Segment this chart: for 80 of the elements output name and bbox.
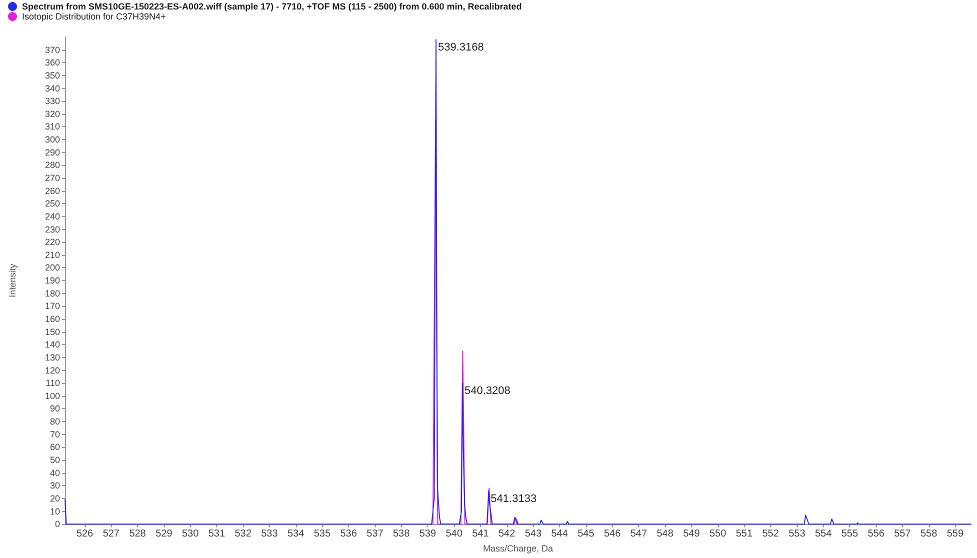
y-tick-label: 110 (46, 378, 60, 388)
y-tick-label: 60 (50, 442, 60, 452)
y-tick-label: 340 (44, 83, 60, 94)
y-tick-label: 320 (44, 108, 60, 119)
y-tick-label: 350 (44, 70, 60, 80)
y-tick-label: 300 (44, 134, 60, 145)
x-tick-label: 545 (578, 528, 595, 540)
x-tick-label: 554 (814, 528, 832, 540)
x-tick-label: 558 (920, 528, 938, 540)
y-tick-label: 150 (44, 326, 60, 337)
x-tick-label: 546 (604, 528, 622, 540)
y-tick-label: 280 (44, 160, 60, 170)
y-tick-label: 30 (50, 480, 60, 491)
y-tick-label: 210 (44, 250, 60, 260)
x-tick-label: 535 (314, 528, 331, 540)
y-tick-label: 240 (44, 211, 60, 222)
y-tick-label: 130 (44, 352, 60, 362)
x-tick-label: 548 (656, 528, 674, 540)
y-tick-label: 160 (44, 314, 60, 324)
x-tick-label: 544 (551, 528, 568, 540)
x-tick-label: 553 (788, 528, 806, 540)
x-tick-label: 557 (894, 528, 912, 540)
y-tick-label: 90 (50, 404, 60, 414)
x-tick-label: 537 (366, 528, 384, 540)
x-tick-label: 526 (76, 528, 94, 540)
y-tick-label: 190 (44, 276, 60, 286)
y-tick-label: 70 (50, 429, 60, 440)
x-tick-label: 556 (868, 528, 885, 540)
x-tick-label: 543 (524, 528, 542, 540)
x-tick-label: 533 (261, 528, 278, 540)
x-axis-title: Mass/Charge, Da (482, 544, 554, 554)
y-tick-label: 370 (44, 44, 60, 55)
y-tick-label: 40 (50, 468, 60, 478)
y-tick-label: 10 (50, 506, 60, 516)
annotation: 541.3133 (490, 492, 537, 505)
annotation: 539.3168 (438, 42, 484, 54)
y-tick-label: 170 (44, 301, 60, 312)
y-tick-label: 50 (50, 455, 60, 466)
x-tick-label: 529 (156, 528, 173, 540)
x-tick-label: 530 (182, 528, 200, 540)
x-tick-label: 538 (392, 528, 410, 540)
legend-label: Isotopic Distribution for C37H39N4+ (22, 12, 166, 22)
y-tick-label: 250 (44, 198, 60, 209)
y-tick-label: 360 (44, 58, 60, 68)
y-tick-label: 180 (44, 288, 60, 298)
y-tick-label: 220 (44, 237, 60, 248)
x-tick-label: 527 (102, 528, 120, 540)
y-tick-label: 230 (44, 224, 60, 234)
y-tick-label: 260 (44, 186, 60, 196)
y-tick-label: 0 (54, 519, 60, 530)
x-tick-label: 541 (472, 528, 490, 540)
x-tick-label: 536 (340, 528, 358, 540)
y-tick-label: 140 (44, 340, 60, 350)
y-axis-title: Intensity (8, 263, 18, 298)
x-tick-label: 531 (208, 528, 226, 540)
y-tick-label: 310 (44, 122, 60, 132)
x-tick-label: 550 (709, 528, 727, 540)
y-tick-label: 330 (44, 96, 60, 106)
x-tick-label: 559 (946, 528, 964, 540)
y-tick-label: 270 (44, 173, 60, 184)
y-tick-label: 200 (44, 262, 60, 273)
legend-label: Spectrum from SMS10GE-150223-ES-A002.wiff (sample 17) - 7710, +TOF MS (115 - 2500) from 0.600 min, Recalibrated (22, 2, 522, 12)
x-tick-label: 551 (736, 528, 753, 540)
line-series (64, 39, 972, 525)
x-tick-label: 528 (129, 528, 146, 540)
y-tick-label: 20 (50, 493, 60, 504)
annotation: 540.3208 (464, 385, 510, 398)
y-tick-label: 290 (44, 147, 60, 158)
x-tick-label: 532 (234, 528, 252, 540)
y-tick-label: 120 (44, 365, 60, 376)
x-tick-label: 547 (630, 528, 648, 540)
x-tick-label: 539 (419, 528, 436, 540)
x-tick-label: 552 (762, 528, 780, 540)
x-tick-label: 540 (446, 528, 463, 540)
y-tick-label: 100 (44, 390, 60, 401)
x-tick-label: 555 (841, 528, 858, 540)
x-tick-label: 549 (683, 528, 700, 540)
x-tick-label: 534 (287, 528, 305, 540)
y-tick-label: 80 (50, 416, 60, 427)
x-tick-label: 542 (498, 528, 516, 540)
